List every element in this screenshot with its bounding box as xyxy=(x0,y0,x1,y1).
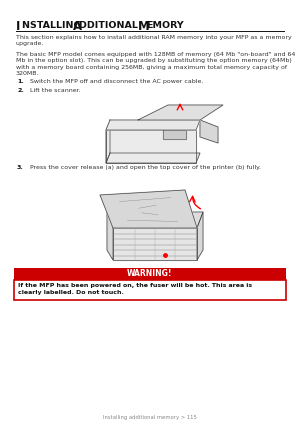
Text: Press the cover release (a) and open the top cover of the printer (b) fully.: Press the cover release (a) and open the… xyxy=(30,165,261,170)
Polygon shape xyxy=(163,130,186,139)
Polygon shape xyxy=(106,120,200,130)
Text: Lift the scanner.: Lift the scanner. xyxy=(30,88,81,93)
Text: I: I xyxy=(16,20,20,33)
Polygon shape xyxy=(138,105,223,120)
Text: A: A xyxy=(73,20,82,33)
Text: DDITIONAL: DDITIONAL xyxy=(79,21,141,30)
Polygon shape xyxy=(106,153,200,163)
Text: Installing additional memory > 115: Installing additional memory > 115 xyxy=(103,416,197,420)
Polygon shape xyxy=(107,212,113,260)
Text: EMORY: EMORY xyxy=(146,21,184,30)
Text: 1.: 1. xyxy=(17,79,24,84)
Text: WARNING!: WARNING! xyxy=(127,269,173,278)
Text: M: M xyxy=(138,20,150,33)
Text: NSTALLING: NSTALLING xyxy=(22,21,84,30)
Text: This section explains how to install additional RAM memory into your MFP as a me: This section explains how to install add… xyxy=(16,35,292,46)
Polygon shape xyxy=(200,120,218,143)
Text: The basic MFP model comes equipped with 128MB of memory (64 Mb "on-board" and 64: The basic MFP model comes equipped with … xyxy=(16,52,295,76)
Polygon shape xyxy=(197,212,203,260)
Text: If the MFP has been powered on, the fuser will be hot. This area is
clearly labe: If the MFP has been powered on, the fuse… xyxy=(18,283,252,295)
Polygon shape xyxy=(106,130,196,163)
Polygon shape xyxy=(106,120,110,163)
Bar xyxy=(14,268,286,280)
Polygon shape xyxy=(107,212,203,228)
Text: 2.: 2. xyxy=(17,88,24,93)
Polygon shape xyxy=(100,190,197,228)
Text: 3.: 3. xyxy=(17,165,24,170)
Polygon shape xyxy=(113,228,197,260)
Bar xyxy=(14,280,286,300)
Text: Switch the MFP off and disconnect the AC power cable.: Switch the MFP off and disconnect the AC… xyxy=(30,79,203,84)
